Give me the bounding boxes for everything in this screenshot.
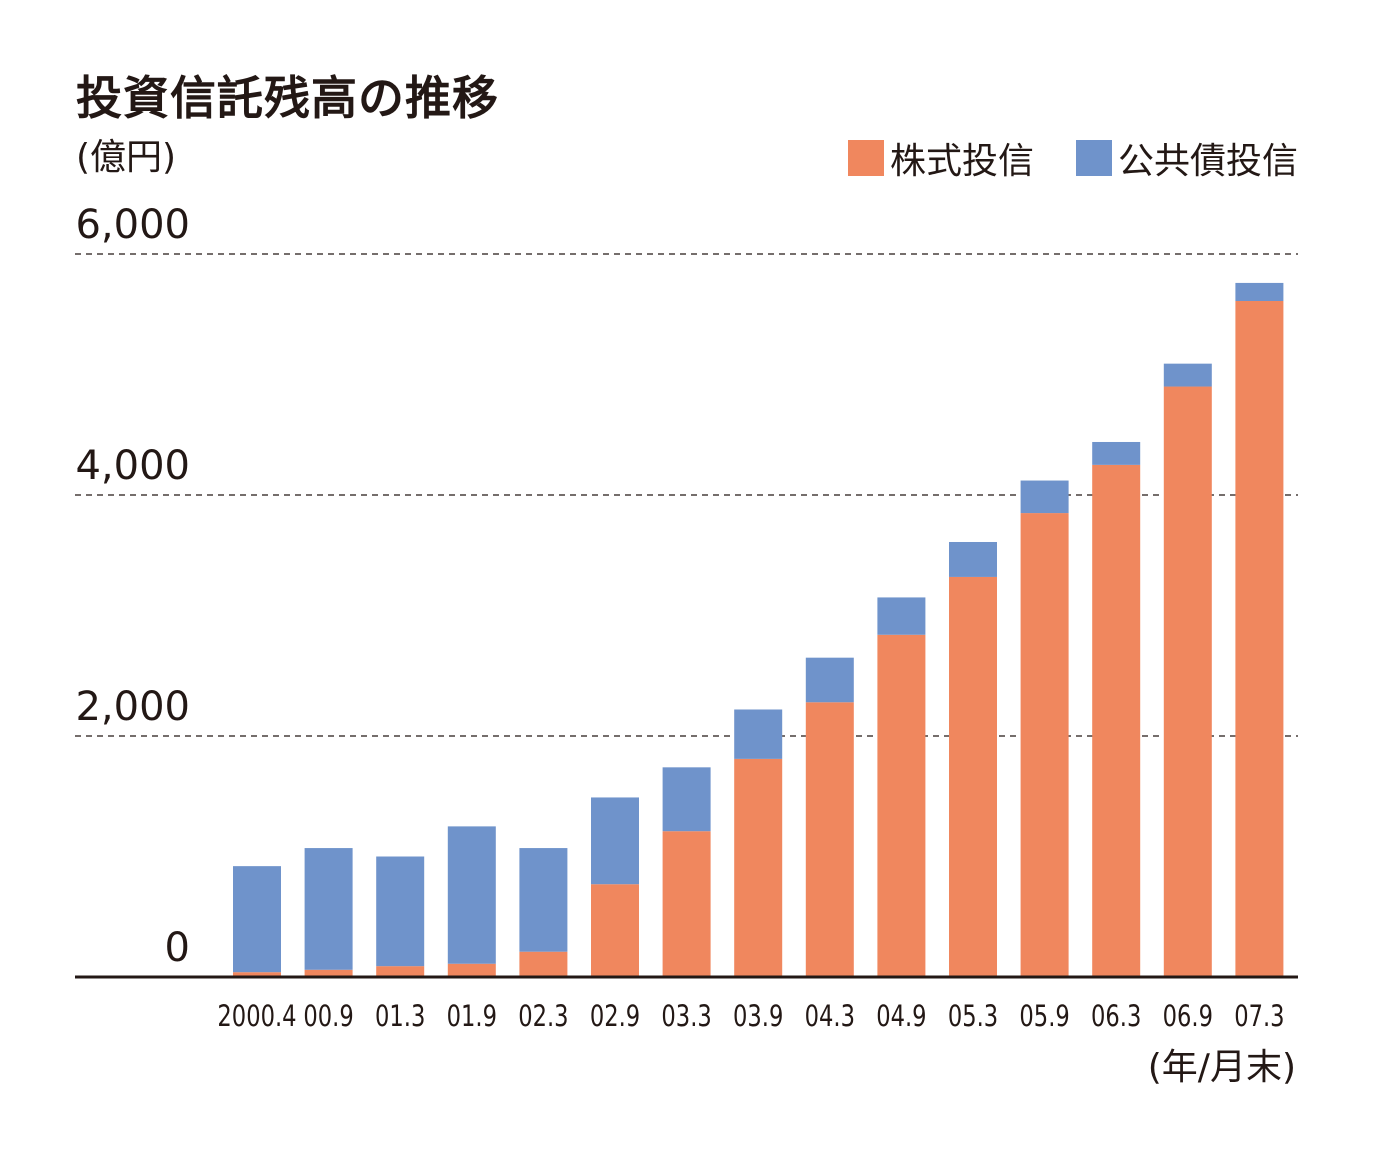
bar-bond [376,856,425,967]
x-tick-label: 05.3 [948,1000,998,1033]
bar-bond [1163,363,1212,387]
y-tick-label: 4,000 [75,443,190,489]
bar-bond [591,797,639,885]
y-tick-label: 6,000 [75,202,190,248]
bar-stock [304,969,353,977]
y-axis-unit-label: (億円) [76,137,177,178]
x-tick-label: 02.3 [518,1000,568,1033]
bar-stock [1020,513,1069,977]
x-tick-label: 05.9 [1019,1000,1069,1033]
chart-title: 投資信託残高の推移 [76,71,499,125]
x-axis-unit-label: (年/月末) [1147,1047,1296,1088]
bar-bond [1020,480,1069,514]
x-tick-label: 04.9 [876,1000,926,1033]
legend-label-stock: 株式投信 [889,141,1034,182]
bar-stock [949,576,997,977]
x-tick-label: 01.3 [375,1000,425,1033]
y-tick-label: 2,000 [75,684,190,730]
legend-swatch-stock [847,140,884,176]
bar-stock [1163,386,1212,977]
bar-bond [949,541,997,577]
bar-bond [734,709,783,759]
bar-bond [447,826,496,964]
legend-item-bond: 公共債投信 [1075,132,1298,184]
x-tick-label: 06.9 [1163,1000,1213,1033]
bar-bond [304,848,353,970]
bar-stock [447,963,496,977]
legend-label-bond: 公共債投信 [1117,141,1298,182]
x-tick-label: 04.3 [805,1000,855,1033]
legend: 株式投信 公共債投信 [806,132,1298,184]
x-tick-label: 02.9 [590,1000,640,1033]
bar-bond [233,866,281,973]
bar-stock [519,951,568,977]
bar-bond [877,597,926,635]
bar-bond [662,767,711,832]
x-tick-label: 03.3 [661,1000,711,1033]
x-tick-label: 07.3 [1234,1000,1284,1033]
bar-stock [376,966,425,977]
legend-item-stock: 株式投信 [847,132,1034,184]
bar-stock [877,634,926,977]
bar-stock [591,884,639,977]
bar-stock [734,758,783,977]
legend-swatch-bond [1075,140,1112,176]
bar-bond [519,848,568,952]
bar-stock [1092,464,1141,977]
bar-stock [662,831,711,977]
x-tick-label: 00.9 [303,1000,353,1033]
x-tick-label: 06.3 [1091,1000,1141,1033]
bar-stock [233,972,281,977]
x-tick-label: 2000.4 [217,1000,296,1033]
bar-stock [1235,300,1284,977]
y-tick-label: 0 [165,925,190,971]
bar-bond [805,657,854,703]
x-tick-label: 03.9 [733,1000,783,1033]
bar-bond [1235,282,1284,301]
bar-bond [1092,441,1141,465]
x-tick-label: 01.9 [447,1000,497,1033]
bar-stock [805,702,854,977]
